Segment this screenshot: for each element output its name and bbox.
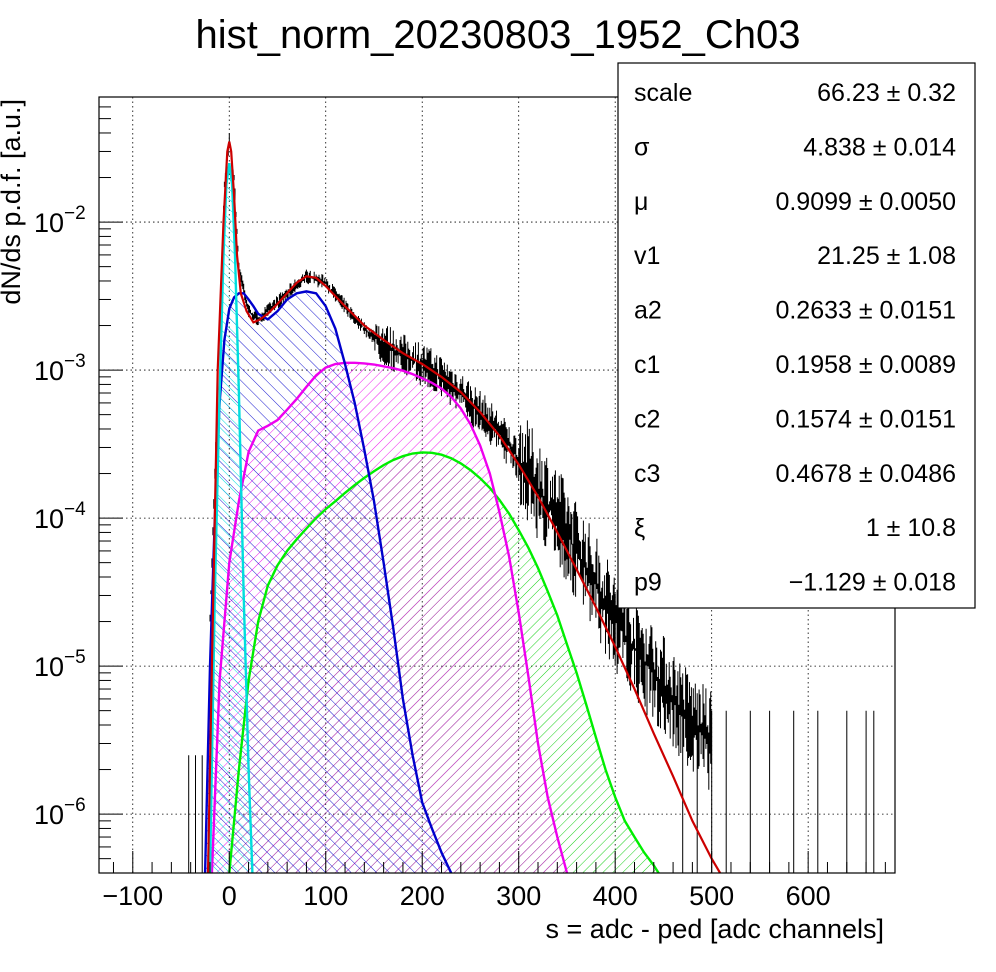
component-fill <box>210 163 253 873</box>
stats-param-name: scale <box>634 79 692 107</box>
stats-param-name: c1 <box>634 351 660 379</box>
stats-param-name: σ <box>634 133 650 161</box>
stats-rows: scale 66.23 ± 0.32 σ 4.838 ± 0.014 μ 0.9099 ±… <box>634 79 956 597</box>
stats-param-name: p9 <box>634 569 662 597</box>
x-tick-label: −100 <box>102 881 163 911</box>
x-tick-label: 100 <box>303 881 348 911</box>
y-tick-label: 10−2 <box>34 203 86 238</box>
stats-param-value: 0.9099 ± 0.0050 <box>775 188 956 216</box>
stats-param-name: c3 <box>634 460 660 488</box>
axis-ticks <box>99 96 886 874</box>
stats-param-name: a2 <box>634 297 662 325</box>
x-tick-label: 600 <box>786 881 831 911</box>
y-tick-label: 10−5 <box>34 647 86 682</box>
x-axis-label: s = adc - ped [adc channels] <box>546 914 884 944</box>
component-line <box>228 451 660 873</box>
stats-param-value: 66.23 ± 0.32 <box>817 79 956 107</box>
stats-param-name: μ <box>634 188 648 216</box>
y-tick-label: 10−3 <box>34 351 86 386</box>
stats-param-name: ξ <box>634 514 645 542</box>
component-fills <box>205 163 659 873</box>
component-lines <box>203 141 722 873</box>
y-tick-label: 10−6 <box>34 795 86 830</box>
component-line <box>208 163 254 873</box>
stats-param-value: −1.129 ± 0.018 <box>789 569 956 597</box>
total-fit-line <box>206 141 722 873</box>
stats-param-value: 21.25 ± 1.08 <box>817 242 956 270</box>
x-tick-label: 0 <box>222 881 237 911</box>
stats-param-name: c2 <box>634 405 660 433</box>
y-tick-label: 10−4 <box>34 499 86 534</box>
stats-param-value: 4.838 ± 0.014 <box>803 133 956 161</box>
stats-param-value: 1 ± 10.8 <box>866 514 956 542</box>
component-line <box>210 361 569 873</box>
stats-param-value: 0.1574 ± 0.0151 <box>775 405 956 433</box>
stats-param-name: v1 <box>634 242 660 270</box>
chart-title: hist_norm_20230803_1952_Ch03 <box>196 13 801 57</box>
stats-param-value: 0.2633 ± 0.0151 <box>775 297 956 325</box>
stats-param-value: 0.1958 ± 0.0089 <box>775 351 956 379</box>
stats-box-frame <box>617 62 976 609</box>
x-tick-labels: −100 0 100 200 300 400 500 600 <box>102 881 830 911</box>
component-fill <box>205 291 452 873</box>
x-tick-label: 500 <box>689 881 734 911</box>
y-axis-label: dN/ds p.d.f. [a.u.] <box>0 99 26 305</box>
x-tick-label: 400 <box>593 881 638 911</box>
stats-param-value: 0.4678 ± 0.0486 <box>775 460 956 488</box>
y-tick-labels: 10−6 10−5 10−4 10−3 10−2 <box>34 203 86 830</box>
stats-box: scale 66.23 ± 0.32 σ 4.838 ± 0.014 μ 0.9099 ±… <box>617 62 976 609</box>
x-tick-label: 200 <box>400 881 445 911</box>
component-line <box>203 290 453 873</box>
x-tick-label: 300 <box>496 881 541 911</box>
